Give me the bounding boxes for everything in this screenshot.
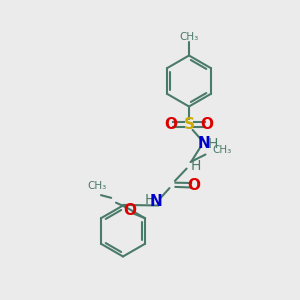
Text: H: H [190, 160, 201, 173]
Text: H: H [208, 137, 218, 151]
Text: CH₃: CH₃ [88, 181, 107, 191]
Text: N: N [150, 194, 162, 208]
Text: CH₃: CH₃ [179, 32, 199, 42]
Text: CH₃: CH₃ [212, 145, 231, 155]
Text: O: O [164, 117, 178, 132]
Text: H: H [144, 193, 154, 206]
Text: O: O [187, 178, 200, 194]
Text: N: N [198, 136, 210, 152]
Text: O: O [124, 203, 136, 218]
Text: O: O [200, 117, 214, 132]
Text: S: S [184, 117, 194, 132]
